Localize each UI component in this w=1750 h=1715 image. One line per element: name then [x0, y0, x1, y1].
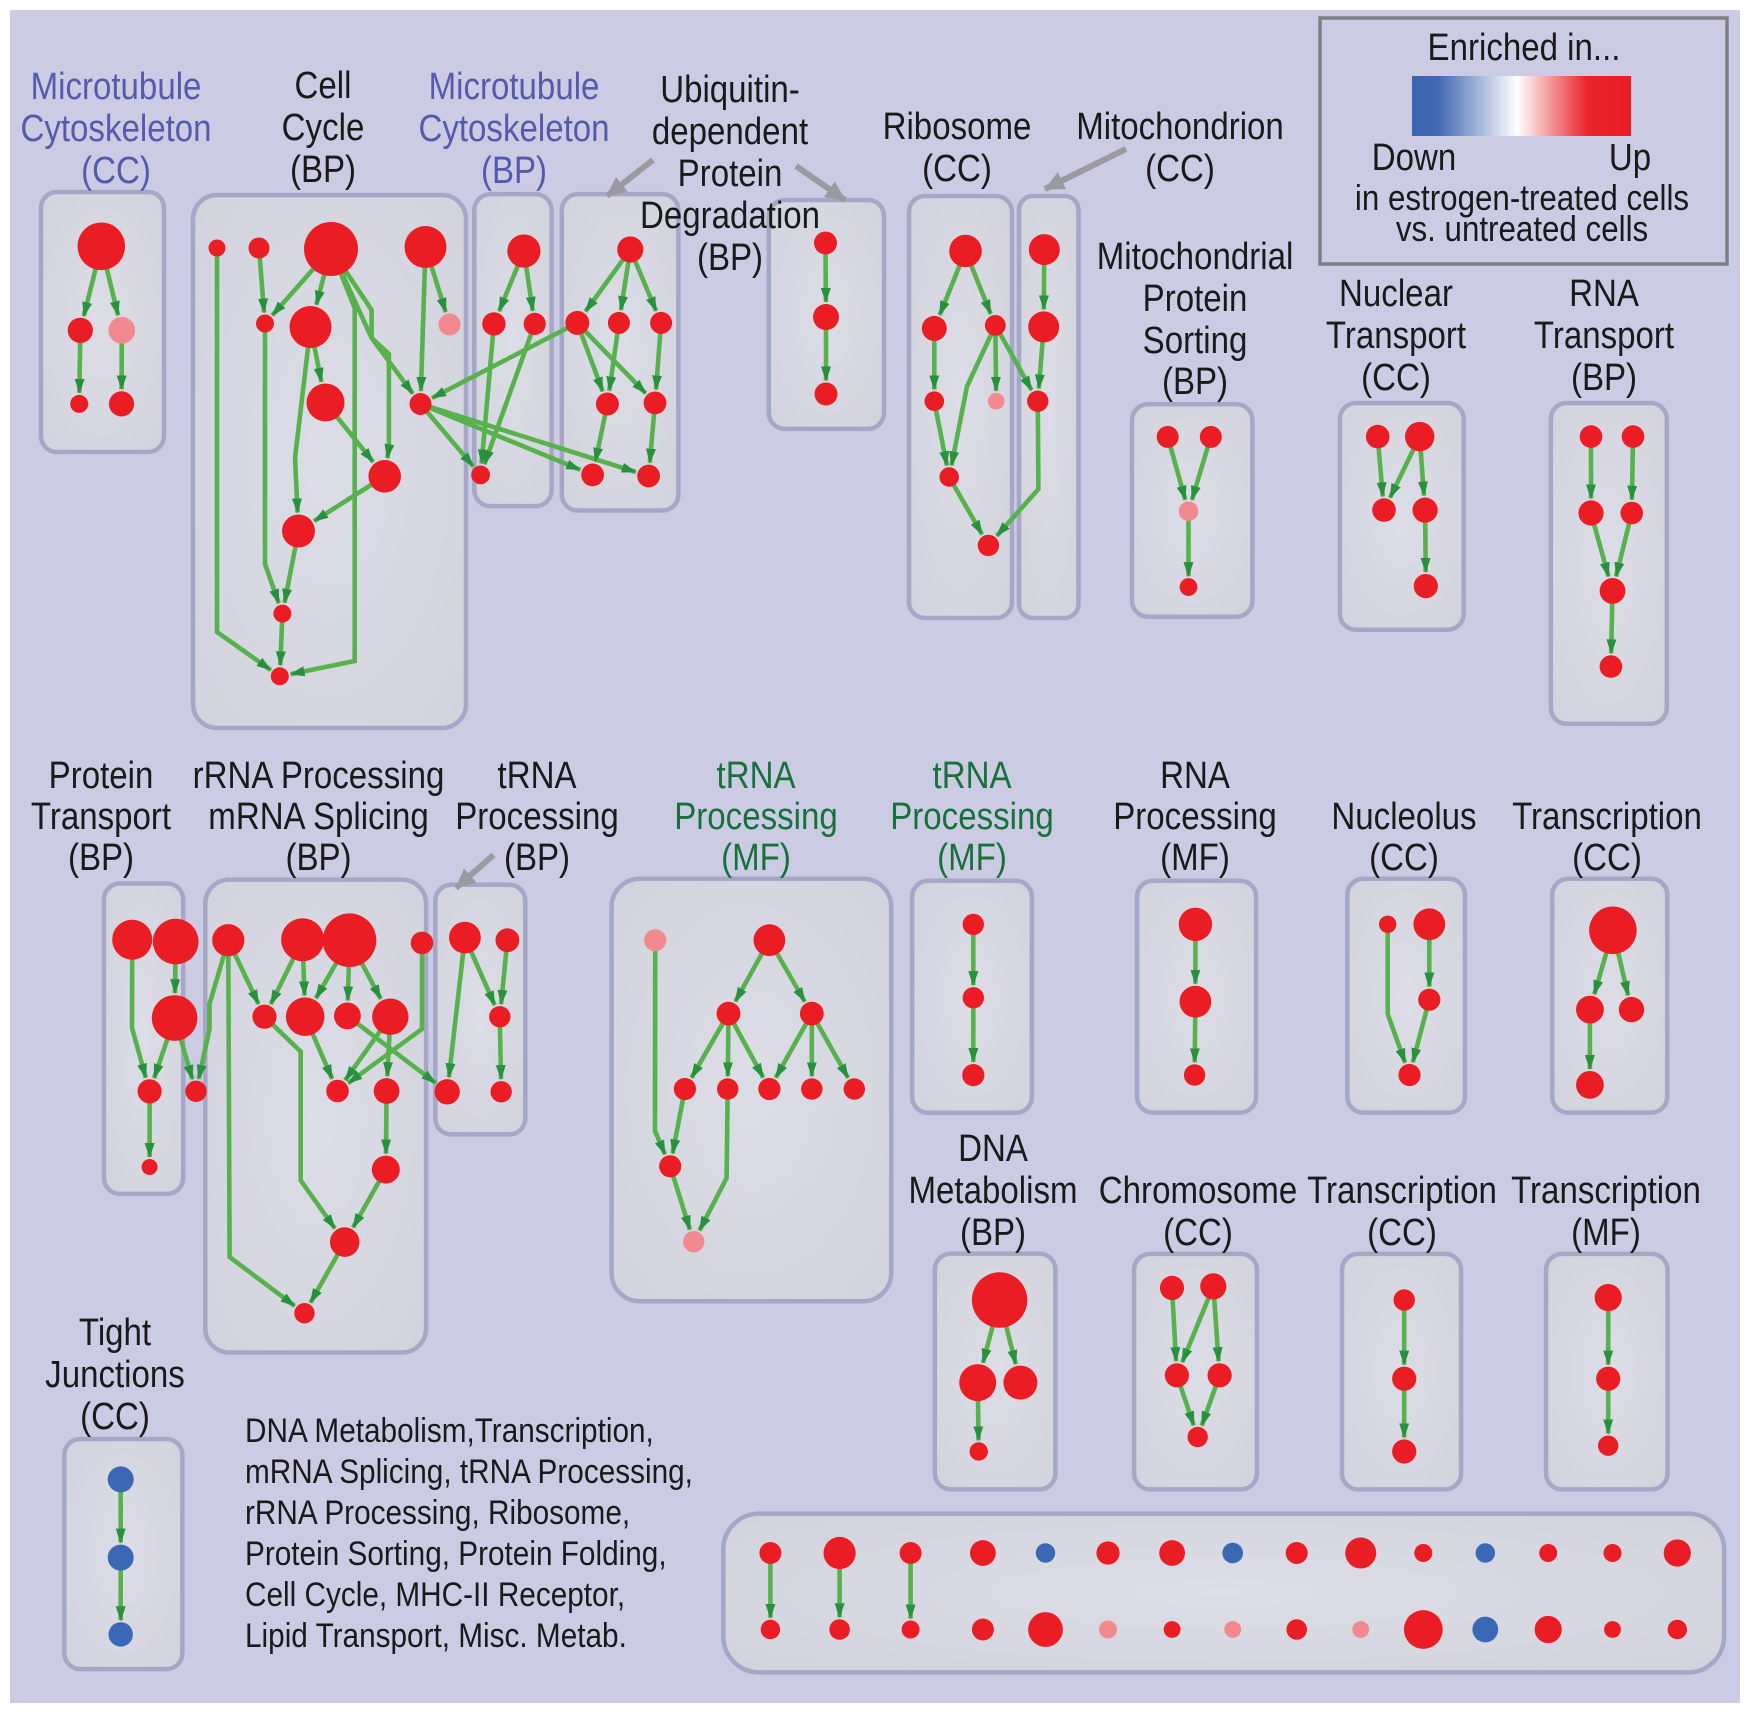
svg-text:Mitochondrial: Mitochondrial	[1097, 235, 1294, 278]
svg-text:Junctions: Junctions	[45, 1353, 185, 1396]
svg-text:Transport: Transport	[1326, 314, 1466, 357]
svg-text:(CC): (CC)	[1145, 147, 1215, 190]
svg-text:(CC): (CC)	[1572, 836, 1642, 879]
svg-text:Protein: Protein	[678, 152, 783, 195]
svg-text:Down: Down	[1372, 136, 1457, 179]
svg-text:Chromosome: Chromosome	[1099, 1169, 1297, 1212]
svg-text:mRNA Splicing, tRNA Processing: mRNA Splicing, tRNA Processing,	[245, 1452, 693, 1490]
svg-text:(CC): (CC)	[1361, 356, 1431, 399]
svg-text:RNA: RNA	[1569, 272, 1639, 315]
svg-text:(CC): (CC)	[922, 147, 992, 190]
svg-text:(CC): (CC)	[1367, 1211, 1437, 1254]
svg-text:in estrogen-treated cells: in estrogen-treated cells	[1355, 178, 1689, 219]
svg-text:(BP): (BP)	[285, 836, 351, 879]
svg-text:Protein: Protein	[1143, 277, 1248, 320]
svg-text:(BP): (BP)	[960, 1211, 1026, 1254]
svg-text:Transcription: Transcription	[1512, 795, 1702, 838]
svg-text:tRNA: tRNA	[933, 754, 1012, 797]
svg-text:Tight: Tight	[79, 1311, 151, 1354]
svg-text:Sorting: Sorting	[1143, 319, 1248, 362]
svg-text:Nucleolus: Nucleolus	[1331, 795, 1476, 838]
svg-text:Protein Sorting, Protein Foldi: Protein Sorting, Protein Folding,	[245, 1534, 667, 1572]
svg-text:Cell: Cell	[295, 64, 352, 107]
svg-text:rRNA Processing, Ribosome,: rRNA Processing, Ribosome,	[245, 1493, 630, 1531]
svg-text:(CC): (CC)	[1163, 1211, 1233, 1254]
svg-text:Enriched in...: Enriched in...	[1428, 26, 1621, 69]
svg-text:(CC): (CC)	[80, 1395, 150, 1438]
svg-text:vs. untreated cells: vs. untreated cells	[1396, 209, 1648, 250]
svg-text:(BP): (BP)	[68, 836, 134, 879]
svg-text:(BP): (BP)	[481, 149, 547, 192]
svg-text:Processing: Processing	[1113, 795, 1277, 838]
svg-text:Microtubule: Microtubule	[31, 65, 202, 108]
svg-text:Cell Cycle, MHC-II Receptor,: Cell Cycle, MHC-II Receptor,	[245, 1575, 625, 1613]
svg-text:DNA Metabolism,Transcription,: DNA Metabolism,Transcription,	[245, 1411, 654, 1449]
svg-text:Transport: Transport	[1534, 314, 1674, 357]
svg-text:Processing: Processing	[455, 795, 619, 838]
svg-text:dependent: dependent	[652, 110, 808, 153]
svg-text:(CC): (CC)	[81, 149, 151, 192]
svg-text:rRNA Processing: rRNA Processing	[193, 754, 445, 797]
svg-text:Up: Up	[1609, 136, 1651, 179]
svg-text:(BP): (BP)	[290, 148, 356, 191]
svg-text:RNA: RNA	[1160, 754, 1230, 797]
svg-text:tRNA: tRNA	[498, 754, 577, 797]
svg-text:Transcription: Transcription	[1307, 1169, 1497, 1212]
svg-text:Ribosome: Ribosome	[883, 105, 1032, 148]
svg-text:Cycle: Cycle	[282, 106, 365, 149]
svg-text:(BP): (BP)	[1162, 360, 1228, 403]
svg-text:Microtubule: Microtubule	[429, 65, 600, 108]
svg-text:Mitochondrion: Mitochondrion	[1076, 105, 1284, 148]
svg-text:mRNA Splicing: mRNA Splicing	[208, 795, 428, 838]
svg-text:Protein: Protein	[49, 754, 154, 797]
svg-text:Cytoskeleton: Cytoskeleton	[418, 107, 609, 150]
svg-text:Transcription: Transcription	[1511, 1169, 1701, 1212]
svg-text:(MF): (MF)	[1571, 1211, 1641, 1254]
svg-text:(BP): (BP)	[1571, 356, 1637, 399]
svg-text:Lipid Transport, Misc. Metab.: Lipid Transport, Misc. Metab.	[245, 1616, 627, 1654]
svg-text:(BP): (BP)	[697, 236, 763, 279]
svg-text:(CC): (CC)	[1369, 836, 1439, 879]
svg-text:(MF): (MF)	[721, 836, 791, 879]
svg-text:Degradation: Degradation	[640, 194, 820, 237]
svg-text:Processing: Processing	[674, 795, 838, 838]
svg-text:Ubiquitin-: Ubiquitin-	[660, 68, 800, 111]
svg-text:Transport: Transport	[31, 795, 171, 838]
svg-text:Metabolism: Metabolism	[908, 1169, 1077, 1212]
svg-text:Processing: Processing	[890, 795, 1054, 838]
svg-text:(MF): (MF)	[1160, 836, 1230, 879]
svg-text:tRNA: tRNA	[717, 754, 796, 797]
svg-text:Nuclear: Nuclear	[1339, 272, 1453, 315]
svg-text:(MF): (MF)	[937, 836, 1007, 879]
svg-text:Cytoskeleton: Cytoskeleton	[20, 107, 211, 150]
svg-text:(BP): (BP)	[504, 836, 570, 879]
svg-text:DNA: DNA	[958, 1127, 1028, 1170]
